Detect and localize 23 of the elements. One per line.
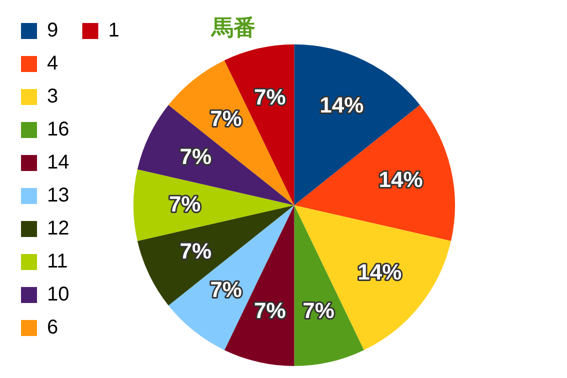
- legend-label: 6: [47, 316, 58, 339]
- data-label: 7%: [254, 84, 286, 110]
- chart-title: 馬番: [210, 16, 256, 41]
- data-label: 7%: [254, 298, 286, 323]
- data-label: 14%: [358, 259, 402, 284]
- legend-label: 9: [47, 20, 58, 42]
- data-label: 7%: [168, 191, 201, 216]
- data-label: 7%: [210, 276, 242, 302]
- legend-label: 13: [47, 184, 70, 207]
- data-label: 7%: [302, 298, 334, 323]
- data-label: 7%: [180, 238, 212, 264]
- legend-label: 4: [47, 52, 58, 75]
- data-label: 7%: [180, 144, 212, 169]
- data-label: 14%: [378, 166, 423, 192]
- legend-label: 10: [47, 284, 70, 306]
- legend-label: 1: [108, 20, 120, 42]
- legend-label: 14: [47, 152, 70, 174]
- data-label: 7%: [210, 106, 242, 131]
- legend-label: 3: [47, 86, 58, 108]
- legend-label: 12: [47, 218, 70, 240]
- legend-label: 16: [47, 118, 70, 141]
- legend-label: 11: [47, 250, 68, 273]
- data-label: 14%: [320, 92, 364, 118]
